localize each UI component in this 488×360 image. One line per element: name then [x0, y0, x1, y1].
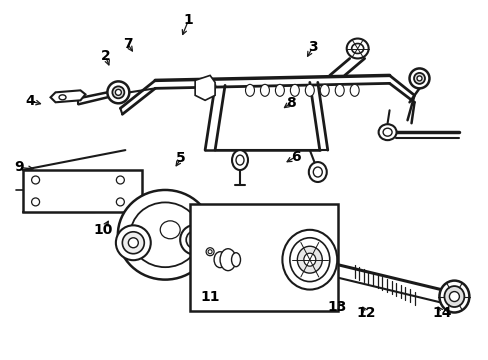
- Ellipse shape: [413, 73, 424, 84]
- Text: 9: 9: [14, 161, 24, 175]
- Ellipse shape: [444, 286, 464, 307]
- Polygon shape: [50, 90, 85, 102]
- Bar: [22, 170, 142, 212]
- Ellipse shape: [116, 225, 150, 260]
- Ellipse shape: [128, 238, 138, 248]
- Ellipse shape: [303, 253, 315, 266]
- Text: 1: 1: [183, 13, 193, 27]
- Ellipse shape: [122, 232, 144, 254]
- Text: 6: 6: [290, 150, 300, 164]
- Ellipse shape: [112, 86, 124, 98]
- Ellipse shape: [260, 84, 269, 96]
- Ellipse shape: [305, 84, 314, 96]
- Ellipse shape: [220, 249, 236, 271]
- Ellipse shape: [349, 84, 359, 96]
- Text: 4: 4: [25, 94, 35, 108]
- Ellipse shape: [214, 252, 225, 268]
- Text: 12: 12: [356, 306, 375, 320]
- Text: 3: 3: [307, 40, 317, 54]
- Polygon shape: [195, 75, 215, 100]
- Text: 14: 14: [431, 306, 451, 320]
- Ellipse shape: [115, 89, 121, 95]
- Ellipse shape: [186, 231, 203, 249]
- Ellipse shape: [275, 84, 284, 96]
- Ellipse shape: [130, 202, 200, 267]
- Ellipse shape: [335, 84, 344, 96]
- Text: 10: 10: [93, 223, 113, 237]
- Text: 8: 8: [285, 96, 295, 110]
- Text: 13: 13: [327, 300, 346, 314]
- Ellipse shape: [439, 280, 468, 312]
- Ellipse shape: [416, 76, 421, 81]
- Ellipse shape: [448, 292, 458, 302]
- Bar: [190, 204, 337, 311]
- Ellipse shape: [231, 253, 240, 267]
- Ellipse shape: [289, 238, 329, 282]
- Ellipse shape: [297, 246, 322, 273]
- Ellipse shape: [107, 81, 129, 103]
- Ellipse shape: [290, 84, 299, 96]
- Ellipse shape: [378, 124, 396, 140]
- Ellipse shape: [245, 84, 254, 96]
- Ellipse shape: [191, 236, 199, 244]
- Text: 7: 7: [122, 37, 132, 51]
- Ellipse shape: [232, 150, 247, 170]
- Ellipse shape: [320, 84, 328, 96]
- Ellipse shape: [118, 190, 212, 280]
- Text: 2: 2: [101, 49, 110, 63]
- Ellipse shape: [408, 68, 428, 88]
- Text: 11: 11: [200, 289, 220, 303]
- Ellipse shape: [180, 225, 210, 255]
- Ellipse shape: [282, 230, 337, 289]
- Ellipse shape: [308, 162, 326, 182]
- Text: 5: 5: [176, 152, 185, 166]
- Ellipse shape: [346, 39, 368, 58]
